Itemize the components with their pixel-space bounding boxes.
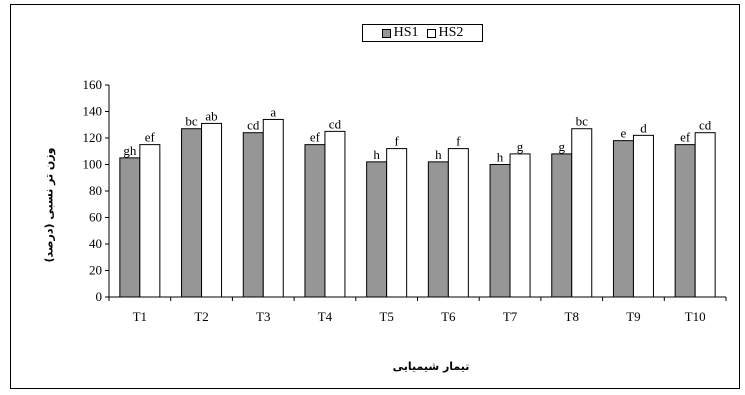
y-tick-label: 40 (89, 236, 102, 251)
x-tick-label: T5 (379, 309, 393, 324)
data-label: bc (576, 114, 589, 129)
y-tick-label: 160 (83, 77, 103, 92)
bar-hs1-t10 (674, 144, 696, 298)
bar-hs2-t4 (324, 130, 346, 298)
bar-hs2-t10 (694, 132, 716, 298)
y-tick-label: 140 (83, 104, 103, 119)
y-tick-label: 80 (89, 183, 102, 198)
bar-hs1-t9 (612, 140, 634, 298)
x-tick-label: T9 (626, 309, 640, 324)
data-label: cd (247, 118, 260, 133)
bar-hs2-t7 (509, 153, 531, 298)
legend-item-hs1: HS1 (381, 25, 419, 41)
data-label: f (456, 134, 461, 149)
data-label: e (621, 126, 627, 141)
x-tick-label: T2 (194, 309, 208, 324)
bar-hs1-t3 (242, 132, 264, 298)
data-label: cd (699, 118, 712, 133)
data-label: cd (329, 116, 342, 131)
bar-hs1-t1 (119, 157, 141, 298)
bar-hs1-t2 (181, 128, 203, 298)
data-label: bc (185, 114, 198, 129)
x-tick-label: T4 (318, 309, 333, 324)
legend-item-hs2: HS2 (426, 25, 464, 41)
x-tick-label: T6 (441, 309, 456, 324)
legend: HS1 HS2 (362, 24, 483, 42)
data-label: gh (123, 143, 137, 158)
data-label: h (435, 147, 442, 162)
bar-hs2-t6 (447, 148, 469, 298)
data-label: h (373, 147, 380, 162)
bar-hs2-t2 (201, 122, 223, 298)
data-label: g (517, 139, 524, 154)
bar-hs2-t9 (632, 134, 654, 298)
x-tick-label: T7 (503, 309, 518, 324)
bar-hs2-t5 (386, 148, 408, 298)
y-tick-label: 20 (89, 263, 102, 278)
data-label: a (270, 104, 276, 119)
y-tick-label: 60 (89, 210, 102, 225)
bar-hs1-t6 (427, 161, 449, 298)
data-label: g (559, 139, 566, 154)
data-label: ef (310, 130, 321, 145)
legend-label-hs2: HS2 (438, 25, 464, 40)
x-tick-label: T10 (685, 309, 706, 324)
bar-hs2-t8 (571, 128, 593, 298)
chart-frame: 0 20 40 60 80 100 120 140 160 gh ef T1 bc ab T2 cd a T3 ef… (10, 4, 740, 389)
bar-hs2-t1 (139, 144, 161, 298)
bar-hs2-t3 (262, 118, 284, 298)
bar-hs1-t5 (366, 161, 388, 298)
bar-hs1-t7 (489, 164, 511, 298)
legend-swatch-hs2 (426, 28, 436, 38)
legend-swatch-hs1 (381, 28, 391, 38)
x-tick-label: T8 (565, 309, 579, 324)
data-label: h (497, 150, 504, 165)
x-tick-label: T3 (256, 309, 270, 324)
y-tick-label: 100 (83, 157, 103, 172)
data-label: ab (205, 108, 217, 123)
data-label: d (640, 120, 647, 135)
data-label: ef (680, 130, 691, 145)
bar-hs1-t4 (304, 144, 326, 298)
legend-label-hs1: HS1 (393, 25, 419, 40)
y-tick-label: 120 (83, 130, 103, 145)
data-label: ef (145, 130, 156, 145)
y-tick-label: 0 (96, 289, 103, 304)
x-tick-label: T1 (133, 309, 147, 324)
bar-hs1-t8 (551, 153, 573, 298)
x-axis-label: تیمار شیمیایی (392, 360, 470, 373)
y-axis-label: وزن تر نسبی (درصد) (42, 147, 56, 263)
data-label: f (394, 134, 399, 149)
